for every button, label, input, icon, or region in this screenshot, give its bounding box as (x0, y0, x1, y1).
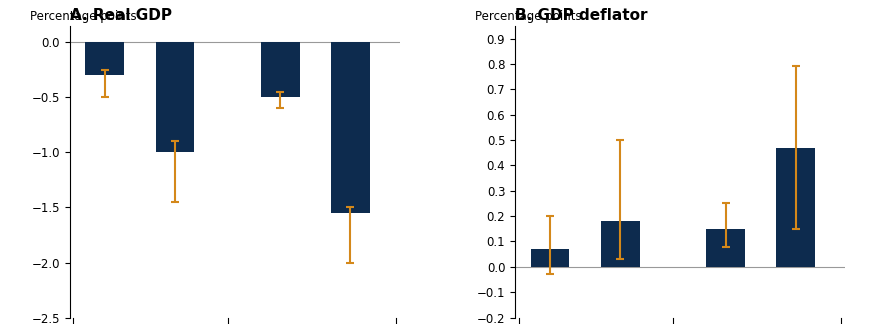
Bar (706, 229, 745, 267)
Bar (85, 42, 124, 75)
Text: Percentage points: Percentage points (30, 10, 137, 23)
Bar (261, 42, 300, 98)
Bar (601, 221, 639, 267)
Bar (331, 42, 369, 213)
Text: Percentage points: Percentage points (476, 10, 582, 23)
Text: B. GDP deflator: B. GDP deflator (515, 8, 647, 23)
Bar (530, 249, 570, 267)
Bar (156, 42, 194, 153)
Text: A. Real GDP: A. Real GDP (70, 8, 172, 23)
Bar (776, 148, 815, 267)
